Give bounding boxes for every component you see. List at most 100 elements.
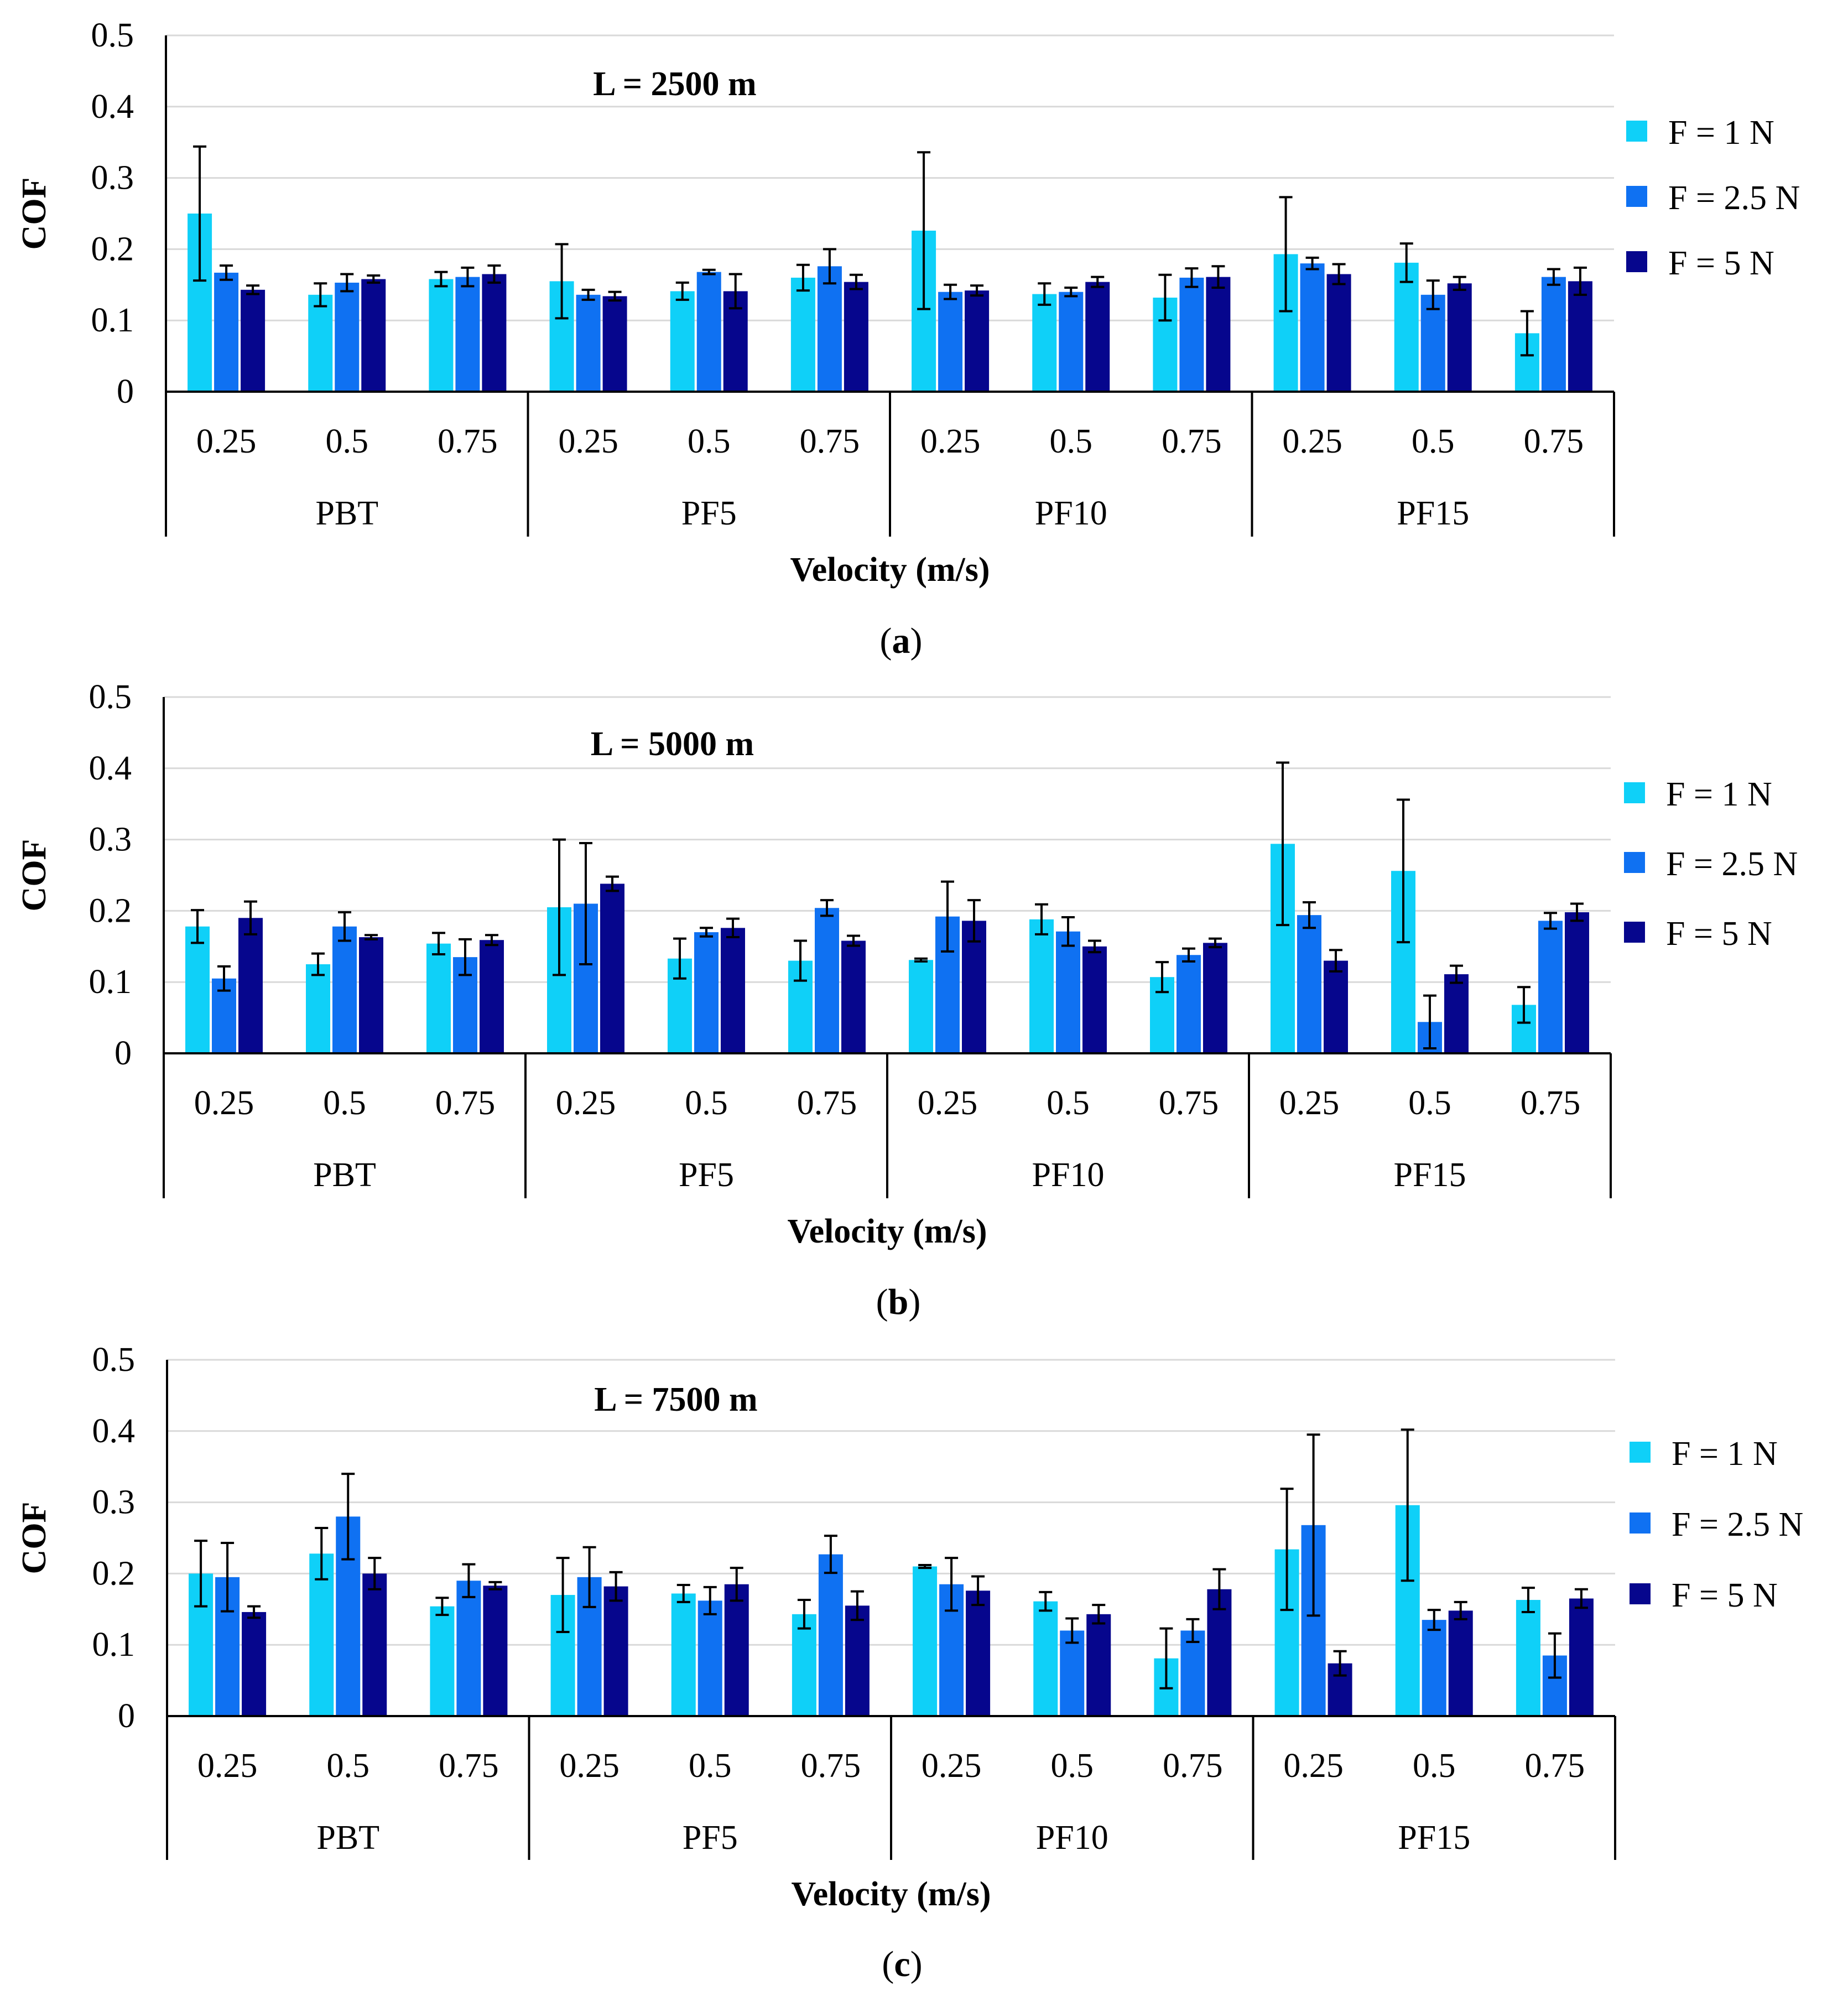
chart-c-bar [483,1586,508,1716]
chart-a-y-tick-label: 0.3 [91,159,134,197]
chart-b-group-label: PF5 [679,1156,734,1194]
chart-b-group-label: PF10 [1032,1156,1105,1194]
chart-a-bar [1206,277,1231,392]
chart-a-y-axis-title: COF [15,178,53,250]
chart-a-group-label: PF10 [1035,495,1107,532]
chart-b-y-axis-title: COF [15,839,53,912]
chart-b-y-tick-label: 0.3 [89,821,132,859]
chart-a-y-tick-label: 0.2 [91,230,134,268]
chart-c-group-label: PF5 [683,1819,738,1857]
chart-a-bar [1568,281,1592,392]
chart-a-y-tick-label: 0 [117,373,134,410]
chart-c-x-tick-label: 0.25 [1283,1747,1344,1785]
chart-a-bar [1300,263,1325,392]
chart-b-y-tick-label: 0.1 [89,963,132,1001]
chart-b-x-tick-label: 0.75 [1521,1084,1581,1122]
chart-a-bar [844,282,868,392]
chart-c-bar [1086,1614,1111,1716]
chart-c-x-tick-label: 0.25 [559,1747,620,1785]
chart-c-bar [456,1581,481,1716]
chart-b-legend-label: F = 2.5 N [1666,845,1798,883]
chart-a-bar [1032,294,1057,392]
chart-a-bar [670,291,695,392]
chart-c-y-tick-label: 0.1 [92,1626,136,1664]
chart-c-legend-label: F = 5 N [1672,1577,1778,1614]
chart-a-bar [1447,283,1472,392]
chart-b-x-tick-label: 0.75 [1159,1084,1219,1122]
chart-b-caption: (b) [876,1282,921,1322]
chart-b-legend-label: F = 1 N [1666,776,1772,813]
chart-a-legend-label: F = 5 N [1668,245,1774,282]
chart-c-y-axis-title: COF [15,1502,53,1574]
chart-c-x-tick-label: 0.75 [1525,1747,1585,1785]
chart-a-bar [576,294,601,392]
chart-a-bar [241,289,266,392]
chart-a-x-tick-label: 0.75 [1162,423,1222,460]
chart-b-legend-swatch [1624,782,1645,803]
chart-c-legend-swatch [1630,1512,1651,1534]
chart-b-bar [721,928,745,1053]
chart-c-legend-swatch [1630,1442,1651,1463]
chart-a-y-tick-label: 0.4 [91,88,134,126]
chart-c-x-tick-label: 0.5 [689,1747,732,1785]
chart-b-bar [238,918,263,1053]
chart-a-legend-label: F = 2.5 N [1668,179,1800,217]
chart-c-x-tick-label: 0.25 [197,1747,258,1785]
chart-b-legend-swatch [1624,852,1645,873]
chart-c-bar [1033,1601,1058,1716]
chart-a-bar [1420,294,1445,392]
chart-b-bar [480,940,504,1053]
chart-a-x-tick-label: 0.25 [920,423,981,460]
chart-c-y-tick-label: 0.2 [92,1555,136,1592]
chart-a-bar [429,279,454,392]
chart-c-bar [792,1614,816,1716]
chart-b-bar [1177,955,1201,1053]
chart-c-bar [603,1586,628,1716]
chart-c-group-label: PF15 [1398,1819,1470,1857]
chart-b-x-tick-label: 0.5 [323,1084,366,1122]
chart-c-x-tick-label: 0.75 [439,1747,499,1785]
chart-b-bar [359,937,383,1053]
chart-a-bar [1179,277,1204,392]
chart-a-x-tick-label: 0.75 [1524,423,1584,460]
chart-b-x-tick-label: 0.25 [1279,1084,1340,1122]
chart-c-bar [1448,1610,1473,1716]
chart-c-bar [818,1554,843,1716]
chart-a-bar [308,294,333,392]
chart-a-bar [696,272,721,392]
chart-c-title: L = 7500 m [594,1381,757,1418]
chart-a-bar [1059,292,1084,392]
chart-b-bar [1565,912,1589,1053]
chart-c-y-tick-label: 0.4 [92,1412,136,1450]
chart-a-y-tick-label: 0.5 [91,17,134,54]
chart-b-group-label: PBT [313,1156,376,1194]
chart-c-legend-swatch [1630,1583,1651,1604]
chart-a-bar [938,292,963,392]
chart-a-bar [790,277,815,392]
chart-a-bar [1541,277,1566,392]
chart-b-bar [185,926,210,1053]
chart-c-bar [671,1593,696,1716]
chart-a-x-tick-label: 0.75 [800,423,860,460]
chart-c-y-tick-label: 0.3 [92,1484,136,1521]
chart-a-bar [482,274,507,392]
chart-c-x-tick-label: 0.75 [801,1747,861,1785]
chart-b-y-tick-label: 0.4 [89,750,132,787]
chart-a-legend-swatch [1626,186,1647,207]
chart-b-bar [1029,919,1054,1053]
chart-b-x-tick-label: 0.25 [918,1084,978,1122]
chart-c-bar [1422,1620,1446,1716]
chart-a-group-label: PF5 [681,495,737,532]
chart-b-bar [841,940,866,1053]
chart-b-x-tick-label: 0.75 [435,1084,496,1122]
chart-c-bar [913,1566,938,1716]
chart-a-legend-swatch [1626,121,1647,142]
chart-c-x-tick-label: 0.25 [922,1747,982,1785]
chart-b-x-tick-label: 0.25 [194,1084,254,1122]
chart-c-bar [1569,1598,1594,1716]
chart-c-x-tick-label: 0.5 [327,1747,370,1785]
chart-a-y-tick-label: 0.1 [91,302,134,339]
chart-c-bar [362,1573,387,1716]
chart-c-group-label: PF10 [1036,1819,1108,1857]
